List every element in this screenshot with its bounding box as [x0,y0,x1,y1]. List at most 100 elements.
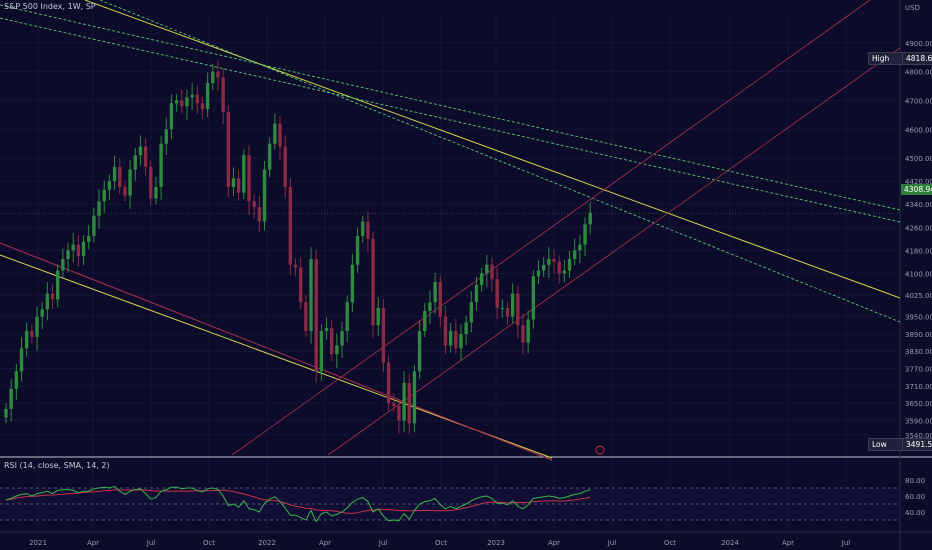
rsi-ma-line [5,489,591,514]
price-tick-label: 4180.00 [905,247,932,255]
candle-body [107,181,112,190]
candle-body [402,382,406,421]
candle-body [557,261,561,274]
candle-body [474,284,479,303]
candle-body [293,264,298,268]
candle-body [66,250,70,259]
candle-body [195,94,199,104]
candle-body [92,215,96,236]
trend-line [0,242,553,461]
candle-body [190,94,194,98]
candle-body [304,302,308,332]
candle-body [567,259,572,271]
time-tick-label: Apr [319,539,331,547]
price-tick-label: 4340.00 [905,201,932,209]
price-tick-label: 3950.00 [905,314,932,322]
candle-body [412,371,417,424]
price-tick-label: 4600.00 [905,126,932,134]
candle-body [159,143,163,187]
candle-body [180,100,184,107]
candle-body [143,146,148,167]
last-price-badge: 4308.94 [901,184,932,195]
candle-body [469,302,473,323]
candle-body [4,408,8,418]
time-tick-label: Oct [664,539,676,547]
candle-body [174,100,179,104]
candle-body [521,325,525,343]
candle-body [133,155,137,170]
candle-body [185,97,189,107]
candle-body [345,302,349,332]
candle-body [516,293,520,326]
candle-body [128,169,132,196]
candle-body [252,201,256,208]
candle-body [386,362,391,404]
price-tick-label: 3650.00 [905,400,932,408]
low-value-badge: 3491.58 [902,438,932,451]
candle-body [50,293,55,300]
price-tick-label: 3710.00 [905,383,932,391]
candle-body [578,244,582,251]
price-tick-label: 3770.00 [905,366,932,374]
candle-body [205,83,210,110]
candle-body [154,186,158,199]
price-tick-label: 4260.00 [905,224,932,232]
trend-line [99,0,901,323]
trend-line [0,17,901,223]
candle-body [340,331,344,346]
rsi-tick-label: 80.00 [905,477,925,485]
price-tick-label: 3830.00 [905,348,932,356]
time-tick-label: Jul [607,539,617,547]
rsi-line [5,485,591,523]
time-tick-label: Oct [435,539,447,547]
candle-body [392,403,396,406]
candle-body [448,331,453,346]
time-tick-label: Jul [841,539,851,547]
alert-icon [595,445,605,455]
candle-body [24,331,29,349]
candle-body [257,207,262,222]
price-tick-label: 3890.00 [905,331,932,339]
candle-body [216,71,220,78]
candle-body [407,382,411,424]
candle-body [40,309,44,317]
time-tick-label: 2024 [721,539,739,547]
time-tick-label: 2023 [487,539,505,547]
candle-body [536,270,541,277]
candle-body [76,244,81,257]
trend-line [0,4,901,211]
candle-body [262,169,267,222]
price-tick-label: 3590.00 [905,417,932,425]
time-tick-label: Apr [782,539,794,547]
candle-body [531,276,536,320]
candle-body [361,221,365,236]
candle-body [371,238,375,326]
candle-body [200,103,205,110]
candle-body [495,279,499,308]
candle-body [112,166,117,182]
candle-body [226,112,231,187]
candle-body [562,270,567,274]
price-tick-label: 4100.00 [905,270,932,278]
rsi-tick-label: 60.00 [905,493,925,501]
candle-body [350,264,355,303]
candle-body [459,333,463,349]
time-tick-label: 2022 [258,539,276,547]
candle-body [283,146,287,187]
time-tick-label: Apr [87,539,99,547]
candle-body [267,143,272,170]
candle-body [464,322,468,334]
candle-body [355,235,360,265]
price-tick-label: 4420.00 [905,178,932,186]
price-tick-label: 4500.00 [905,155,932,163]
candle-body [61,259,65,271]
candle-body [9,388,13,409]
candle-body [169,103,174,130]
price-tick-label: 3540.00 [905,432,932,440]
candle-body [14,371,19,389]
candle-body [30,331,34,337]
candle-body [319,331,324,372]
price-tick-label: 4700.00 [905,97,932,105]
